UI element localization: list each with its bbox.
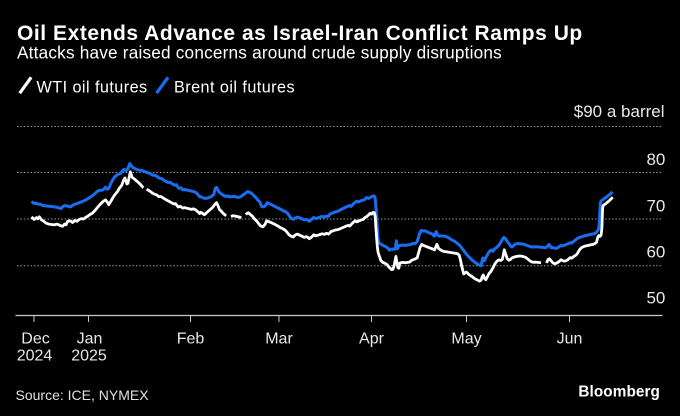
svg-text:70: 70: [646, 196, 665, 215]
svg-text:Bloomberg: Bloomberg: [578, 384, 660, 401]
svg-text:2024: 2024: [17, 348, 53, 365]
svg-text:Source: ICE, NYMEX: Source: ICE, NYMEX: [16, 387, 150, 403]
svg-text:Apr: Apr: [359, 331, 385, 348]
svg-text:Attacks have raised concerns a: Attacks have raised concerns around crud…: [17, 43, 502, 63]
svg-text:60: 60: [646, 243, 665, 262]
svg-text:Jun: Jun: [557, 331, 583, 348]
svg-text:80: 80: [646, 150, 665, 169]
svg-text:WTI oil futures: WTI oil futures: [37, 79, 148, 97]
svg-text:Mar: Mar: [265, 331, 293, 348]
svg-text:$90 a barrel: $90 a barrel: [574, 102, 665, 121]
svg-text:Brent oil futures: Brent oil futures: [174, 79, 295, 97]
svg-text:Dec: Dec: [21, 331, 49, 348]
svg-text:Feb: Feb: [177, 331, 205, 348]
svg-text:Jan: Jan: [77, 331, 103, 348]
svg-text:2025: 2025: [71, 348, 107, 365]
svg-text:May: May: [451, 331, 481, 348]
svg-text:Oil Extends Advance as Israel-: Oil Extends Advance as Israel-Iran Confl…: [17, 22, 583, 45]
svg-text:50: 50: [646, 289, 665, 308]
